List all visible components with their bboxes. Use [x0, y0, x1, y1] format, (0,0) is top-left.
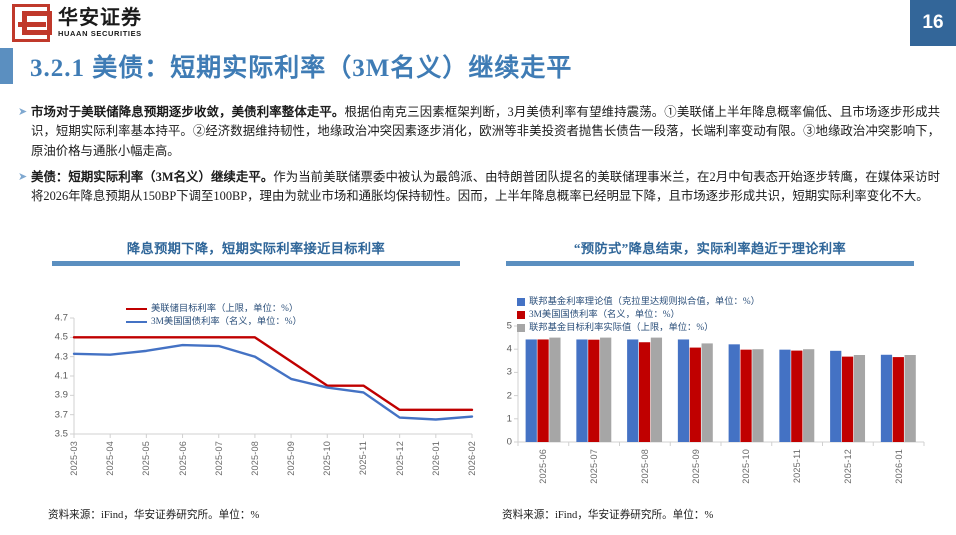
x-axis-tick-label: 2025-12 [842, 449, 853, 484]
chart-title-underline-left [52, 261, 460, 266]
brand-logo: 华安证券 HUAAN SECURITIES [12, 4, 142, 42]
bullet-rest: 根据伯南克三因素框架判断，3月美债利率有望维持震荡。①美联储上半年降息概率偏低、… [31, 105, 941, 158]
chart-title-left: 降息预期下降，短期实际利率接近目标利率 [126, 241, 386, 256]
chart-panel-left: 降息预期下降，短期实际利率接近目标利率 美联储目标利率（上限，单位：%） 3M美国… [30, 238, 482, 528]
legend-line-swatch [126, 307, 147, 311]
y-axis-tick-label: 1 [506, 413, 512, 425]
legend-color-swatch [517, 298, 525, 306]
y-axis-tick-label: 3.7 [54, 409, 68, 421]
chart-legend-right: 联邦基金利率理论值（克拉里达规则拟合值，单位：%） 3M美国国债利率（名义，单位：… [517, 296, 760, 335]
line-chart-rates: 美联储目标利率（上限，单位：%） 3M美国国债利率（名义，单位：%） 3.5 3.7… [30, 270, 482, 492]
slide-title-row: 3.2.1 美债：短期实际利率（3M名义）继续走平 [0, 47, 956, 85]
logo-bar [18, 22, 46, 27]
bullet-rest: 作为当前美联储票委中被认为最鸽派、由特朗普团队提名的美联储理事米兰，在2月中旬表… [31, 169, 941, 204]
legend-item: 联邦基金利率理论值（克拉里达规则拟合值，单位：%） [517, 296, 760, 308]
y-axis-tick-label: 3 [506, 366, 512, 378]
huaan-logo-icon [12, 4, 52, 42]
bullet-text: 市场对于美联储降息预期逐步收敛，美债利率整体走平。根据伯南克三因素框架判断，3月… [31, 103, 940, 161]
legend-item: 联邦基金目标利率实际值（上限，单位：%） [517, 322, 760, 334]
x-axis-tick-label: 2025-10 [741, 449, 752, 484]
x-axis-tick-label: 2025-12 [394, 441, 405, 476]
brand-name-cn: 华安证券 [58, 7, 142, 29]
legend-item: 3M美国国债利率（名义，单位：%） [517, 309, 760, 321]
y-axis-tick-label: 4.5 [54, 331, 68, 343]
legend-item: 3M美国国债利率（名义，单位：%） [126, 316, 302, 328]
bullet-item: ➤ 美债：短期实际利率（3M名义）继续走平。作为当前美联储票委中被认为最鸽派、由… [18, 168, 940, 207]
legend-color-swatch [517, 324, 525, 332]
y-axis-tick-label: 3.9 [54, 389, 68, 401]
y-axis-tick-label: 0 [506, 436, 512, 448]
x-axis-tick-label: 2026-02 [467, 441, 477, 476]
y-axis-tick-label: 3.5 [54, 428, 68, 440]
x-axis-tick-label: 2025-07 [213, 441, 224, 476]
bar-chart-svg [514, 325, 925, 446]
legend-label: 3M美国国债利率（名义，单位：%） [529, 310, 680, 320]
x-axis-tick-label: 2025-06 [538, 449, 549, 484]
brand-text: 华安证券 HUAAN SECURITIES [58, 7, 142, 39]
x-axis-tick-label: 2025-08 [639, 449, 650, 484]
chevron-right-icon: ➤ [18, 170, 28, 183]
y-axis-tick-label: 5 [506, 320, 512, 332]
bullet-text: 美债：短期实际利率（3M名义）继续走平。作为当前美联储票委中被认为最鸽派、由特朗… [31, 168, 940, 207]
bullet-lead: 美债：短期实际利率（3M名义）继续走平。 [31, 169, 274, 184]
x-axis-tick-label: 2026-01 [430, 441, 441, 476]
legend-color-swatch [517, 311, 525, 319]
body-content: ➤ 市场对于美联储降息预期逐步收敛，美债利率整体走平。根据伯南克三因素框架判断，… [18, 103, 940, 213]
legend-label: 美联储目标利率（上限，单位：%） [151, 304, 299, 314]
y-axis-tick-label: 2 [506, 390, 512, 402]
x-axis-tick-label: 2025-11 [792, 449, 803, 484]
chart-source-left: 资料来源：iFind，华安证券研究所。单位：% [48, 510, 260, 521]
x-axis-tick-label: 2026-01 [893, 449, 904, 484]
legend-label: 联邦基金目标利率实际值（上限，单位：%） [529, 323, 714, 333]
page-number-badge: 16 [910, 0, 956, 46]
y-axis-tick-label: 4.1 [54, 370, 68, 382]
legend-line-swatch [126, 320, 147, 324]
chart-legend-left: 美联储目标利率（上限，单位：%） 3M美国国债利率（名义，单位：%） [126, 303, 302, 329]
x-axis-tick-label: 2025-03 [69, 441, 79, 476]
bullet-item: ➤ 市场对于美联储降息预期逐步收敛，美债利率整体走平。根据伯南克三因素框架判断，… [18, 103, 940, 161]
chart-source-right: 资料来源：iFind，华安证券研究所。单位：% [502, 510, 714, 521]
x-axis-tick-label: 2025-06 [177, 441, 188, 476]
page-title: 3.2.1 美债：短期实际利率（3M名义）继续走平 [30, 55, 573, 82]
legend-item: 美联储目标利率（上限，单位：%） [126, 303, 302, 315]
legend-label: 联邦基金利率理论值（克拉里达规则拟合值，单位：%） [529, 297, 760, 307]
y-axis-tick-label: 4 [506, 343, 512, 355]
chevron-right-icon: ➤ [18, 106, 28, 118]
y-axis-tick-label: 4.3 [54, 351, 68, 363]
bar-chart-rates: 联邦基金利率理论值（克拉里达规则拟合值，单位：%） 3M美国国债利率（名义，单位：… [484, 270, 936, 492]
title-accent-bar [0, 48, 13, 84]
x-axis-tick-label: 2025-07 [589, 449, 600, 484]
brand-name-en: HUAAN SECURITIES [58, 29, 142, 38]
x-axis-tick-label: 2025-08 [249, 441, 260, 476]
y-axis-tick-label: 4.7 [54, 312, 68, 324]
legend-label: 3M美国国债利率（名义，单位：%） [151, 317, 302, 327]
x-axis-tick-label: 2025-11 [358, 441, 369, 476]
line-chart-svg [70, 317, 474, 438]
chart-title-right: “预防式”降息结束，实际利率趋近于理论利率 [573, 241, 847, 256]
x-axis-tick-label: 2025-05 [141, 441, 152, 476]
x-axis-tick-label: 2025-04 [105, 441, 116, 476]
bullet-lead: 市场对于美联储降息预期逐步收敛，美债利率整体走平。 [31, 105, 345, 119]
chart-panel-right: “预防式”降息结束，实际利率趋近于理论利率 联邦基金利率理论值（克拉里达规则拟合… [484, 238, 936, 528]
x-axis-tick-label: 2025-09 [690, 449, 701, 484]
chart-title-underline-right [506, 261, 914, 266]
x-axis-tick-label: 2025-09 [286, 441, 297, 476]
x-axis-tick-label: 2025-10 [322, 441, 333, 476]
